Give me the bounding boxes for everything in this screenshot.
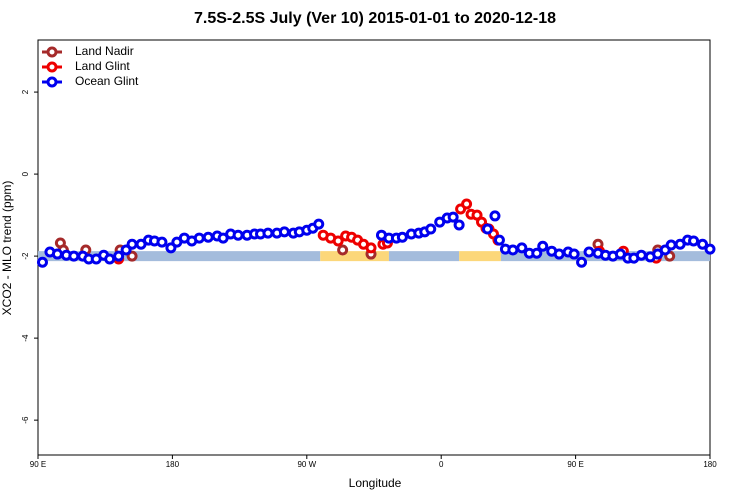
data-point [583, 246, 595, 258]
data-point [202, 231, 214, 243]
data-point [568, 248, 580, 260]
legend-label: Ocean Glint [75, 74, 139, 88]
data-point [193, 232, 205, 244]
data-point [537, 240, 549, 252]
data-point [156, 236, 168, 248]
data-point [576, 256, 588, 268]
data-point [113, 250, 125, 262]
data-point [126, 238, 138, 250]
data-point [461, 198, 473, 210]
x-tick-label: 180 [703, 460, 717, 469]
chart-title: 7.5S-2.5S July (Ver 10) 2015-01-01 to 20… [194, 10, 556, 27]
y-tick-label: 2 [21, 89, 30, 94]
data-point [704, 243, 716, 255]
data-point [232, 229, 244, 241]
data-point [51, 248, 63, 260]
data-point [337, 244, 349, 256]
y-tick-label: 0 [21, 171, 30, 176]
data-point [278, 226, 290, 238]
data-point [365, 242, 377, 254]
data-point [493, 234, 505, 246]
data-point [489, 210, 501, 222]
x-tick-label: 90 E [30, 460, 46, 469]
legend-marker [46, 61, 58, 73]
data-point [507, 244, 519, 256]
data-point [126, 250, 138, 262]
data-point [665, 239, 677, 251]
x-tick-label: 180 [166, 460, 180, 469]
data-point [453, 219, 465, 231]
y-tick-label: -4 [21, 334, 30, 342]
data-point [313, 218, 325, 230]
x-tick-label: 90 W [297, 460, 316, 469]
data-point [104, 253, 116, 265]
data-point [36, 256, 48, 268]
data-point [531, 247, 543, 259]
data-point [447, 211, 459, 223]
y-tick-label: -6 [21, 416, 30, 424]
y-tick-label: -2 [21, 252, 30, 260]
x-axis-label: Longitude [349, 476, 402, 490]
legend-label: Land Glint [75, 59, 130, 73]
data-point [688, 235, 700, 247]
legend-marker [46, 76, 58, 88]
legend-label: Land Nadir [75, 44, 134, 58]
data-point [635, 249, 647, 261]
data-point [262, 227, 274, 239]
data-point [425, 223, 437, 235]
data-point [332, 235, 344, 247]
y-axis-label: XCO2 - MLO trend (ppm) [0, 181, 14, 316]
data-point [553, 248, 565, 260]
data-point [697, 238, 709, 250]
x-tick-label: 90 E [567, 460, 583, 469]
legend-marker [46, 46, 58, 58]
data-point [396, 231, 408, 243]
x-tick-label: 0 [439, 460, 444, 469]
data-point [516, 242, 528, 254]
data-point [68, 250, 80, 262]
data-point [481, 223, 493, 235]
